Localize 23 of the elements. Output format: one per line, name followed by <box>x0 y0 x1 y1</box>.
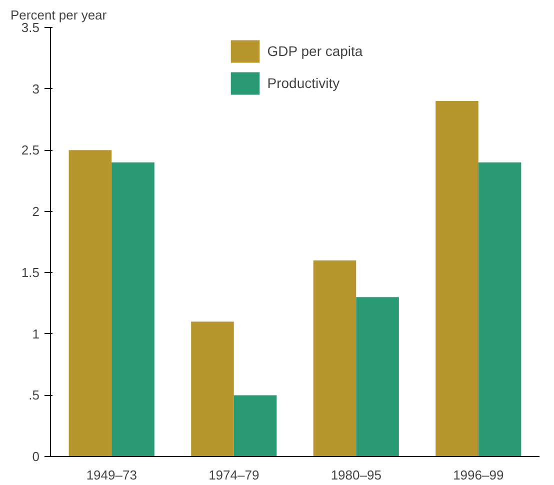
y-tick-label: 2 <box>32 204 40 219</box>
bar <box>436 101 478 456</box>
y-tick-label: 3 <box>32 81 40 96</box>
x-tick-label: 1980–95 <box>330 468 382 482</box>
x-tick-label: 1949–73 <box>86 468 137 482</box>
bar <box>478 162 522 456</box>
y-tick-label: 1.5 <box>21 265 40 280</box>
x-tick-label: 1974–79 <box>208 468 260 482</box>
bar <box>313 260 356 456</box>
legend-label: GDP per capita <box>267 43 363 59</box>
bar <box>356 297 399 456</box>
y-tick-label: 0 <box>32 449 40 464</box>
bar <box>112 162 154 456</box>
y-tick-label: .5 <box>28 388 40 403</box>
bar <box>191 322 234 456</box>
x-tick-label: 1996–99 <box>453 468 504 482</box>
y-tick-label: 1 <box>32 326 40 342</box>
y-axis-title: Percent per year <box>10 8 108 22</box>
legend-label: Productivity <box>267 75 340 91</box>
y-tick-label: 3.5 <box>21 20 40 35</box>
y-tick-label: 2.5 <box>21 142 40 158</box>
bar <box>234 395 277 456</box>
bar <box>68 150 112 456</box>
